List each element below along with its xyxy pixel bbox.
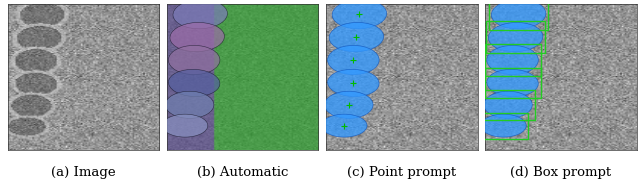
Ellipse shape: [170, 22, 225, 52]
Bar: [484, 68, 541, 98]
Ellipse shape: [332, 0, 387, 29]
Ellipse shape: [163, 114, 208, 137]
Ellipse shape: [488, 22, 543, 52]
Bar: [486, 21, 545, 53]
Ellipse shape: [321, 114, 367, 137]
Ellipse shape: [173, 0, 227, 29]
Ellipse shape: [165, 91, 214, 118]
Ellipse shape: [328, 69, 379, 96]
Bar: [484, 44, 541, 76]
Ellipse shape: [487, 69, 538, 96]
Bar: [481, 90, 534, 120]
Text: (c) Point prompt: (c) Point prompt: [348, 165, 456, 179]
Ellipse shape: [487, 45, 538, 75]
Ellipse shape: [484, 91, 532, 118]
Ellipse shape: [168, 69, 220, 96]
Ellipse shape: [324, 91, 373, 118]
Ellipse shape: [329, 22, 383, 52]
Ellipse shape: [328, 45, 379, 75]
Text: (a) Image: (a) Image: [51, 165, 116, 179]
Bar: [479, 113, 529, 139]
Text: (d) Box prompt: (d) Box prompt: [511, 165, 612, 179]
Ellipse shape: [481, 114, 526, 137]
Text: (b) Automatic: (b) Automatic: [197, 165, 289, 179]
Ellipse shape: [492, 0, 546, 29]
Bar: [489, 0, 548, 30]
Ellipse shape: [168, 45, 220, 75]
